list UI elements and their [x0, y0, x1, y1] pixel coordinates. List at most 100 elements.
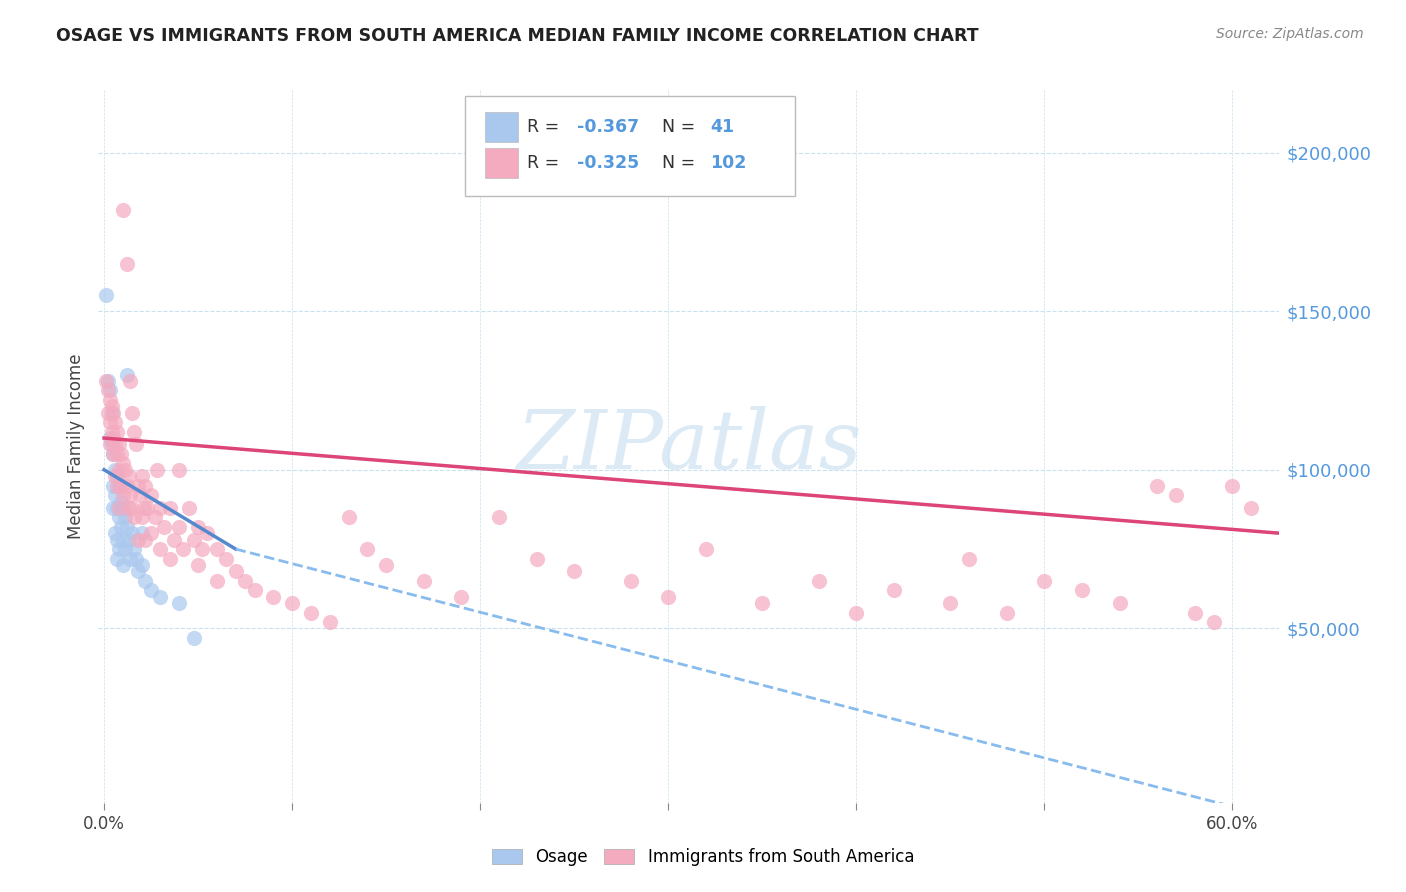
Point	[939, 596, 962, 610]
Point	[172, 542, 194, 557]
Point	[104, 469, 127, 483]
Point	[115, 478, 138, 492]
Point	[108, 478, 131, 492]
Point	[114, 542, 136, 557]
Text: 102: 102	[710, 153, 747, 171]
Point	[117, 533, 139, 547]
Point	[98, 392, 121, 407]
Point	[139, 583, 162, 598]
Point	[1146, 478, 1168, 492]
Point	[131, 558, 153, 572]
Point	[159, 500, 181, 515]
Point	[105, 478, 128, 492]
Point	[114, 510, 136, 524]
Point	[98, 415, 121, 429]
Point	[105, 447, 128, 461]
Text: OSAGE VS IMMIGRANTS FROM SOUTH AMERICA MEDIAN FAMILY INCOME CORRELATION CHART: OSAGE VS IMMIGRANTS FROM SOUTH AMERICA M…	[56, 27, 979, 45]
Point	[215, 551, 238, 566]
Point	[299, 606, 322, 620]
Point	[125, 551, 148, 566]
Point	[412, 574, 434, 588]
Point	[122, 510, 145, 524]
Point	[375, 558, 398, 572]
Point	[97, 374, 120, 388]
Point	[98, 437, 121, 451]
Point	[183, 631, 205, 645]
Point	[121, 500, 143, 515]
Point	[131, 469, 153, 483]
Point	[100, 406, 122, 420]
Point	[187, 520, 209, 534]
Point	[187, 558, 209, 572]
Point	[1164, 488, 1187, 502]
Point	[1108, 596, 1130, 610]
Point	[108, 542, 131, 557]
Point	[134, 574, 156, 588]
Point	[111, 500, 134, 515]
Point	[159, 551, 181, 566]
Point	[121, 526, 143, 541]
Text: R =: R =	[527, 153, 565, 171]
Point	[132, 500, 155, 515]
Point	[356, 542, 378, 557]
Point	[104, 437, 127, 451]
Point	[98, 384, 121, 398]
Point	[122, 542, 145, 557]
Point	[115, 368, 138, 382]
Point	[105, 551, 128, 566]
Point	[127, 564, 149, 578]
Point	[562, 564, 585, 578]
Point	[337, 510, 360, 524]
Text: N =: N =	[662, 153, 700, 171]
Point	[751, 596, 773, 610]
Point	[108, 510, 131, 524]
Point	[121, 406, 143, 420]
Point	[319, 615, 342, 629]
Point	[1071, 583, 1094, 598]
Point	[695, 542, 717, 557]
Text: N =: N =	[662, 118, 700, 136]
Point	[103, 406, 125, 420]
Point	[1222, 478, 1244, 492]
Point	[883, 583, 905, 598]
Point	[122, 425, 145, 439]
Point	[657, 590, 679, 604]
Point	[169, 463, 191, 477]
Point	[105, 533, 128, 547]
Point	[957, 551, 980, 566]
Point	[243, 583, 266, 598]
Point	[1202, 615, 1225, 629]
Point	[100, 400, 122, 414]
Point	[262, 590, 284, 604]
Point	[110, 520, 132, 534]
Point	[103, 500, 125, 515]
Point	[117, 469, 139, 483]
Point	[94, 288, 117, 302]
Point	[120, 374, 142, 388]
Point	[111, 558, 134, 572]
Point	[104, 463, 127, 477]
Point	[149, 590, 172, 604]
Point	[205, 574, 228, 588]
Point	[105, 469, 128, 483]
Point	[111, 533, 134, 547]
Point	[103, 447, 125, 461]
FancyBboxPatch shape	[485, 148, 517, 178]
Point	[281, 596, 304, 610]
Point	[104, 415, 127, 429]
Point	[104, 526, 127, 541]
Point	[117, 500, 139, 515]
Point	[136, 500, 159, 515]
Point	[120, 488, 142, 502]
Point	[108, 437, 131, 451]
Legend: Osage, Immigrants from South America: Osage, Immigrants from South America	[484, 840, 922, 875]
Point	[205, 542, 228, 557]
Point	[108, 463, 131, 477]
Point	[169, 520, 191, 534]
Point	[103, 478, 125, 492]
Point	[115, 520, 138, 534]
Point	[128, 488, 150, 502]
Point	[225, 564, 247, 578]
Point	[153, 520, 176, 534]
Point	[149, 542, 172, 557]
